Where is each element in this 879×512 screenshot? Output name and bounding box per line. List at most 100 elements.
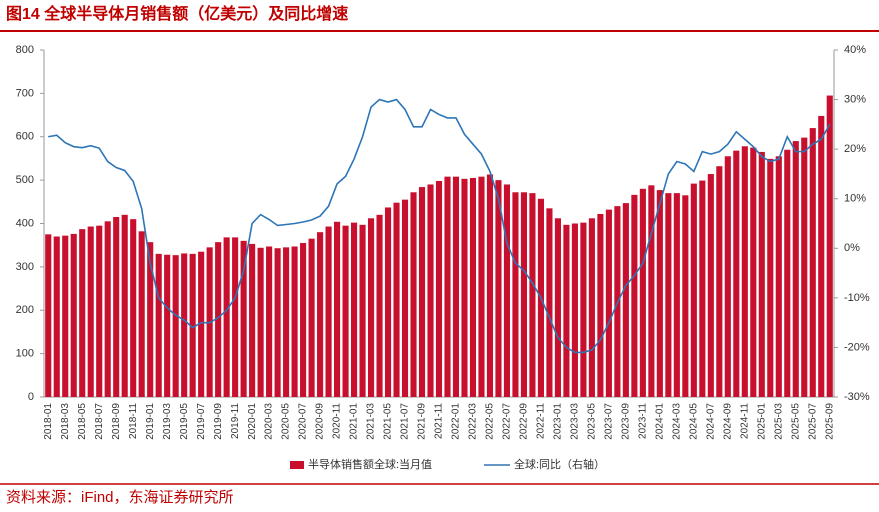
bar [758,151,765,397]
bar [376,214,383,397]
bar [113,216,120,397]
x-tick-label: 2018-11 [128,403,139,439]
bar [274,248,281,397]
x-tick-label: 2024-07 [705,403,716,440]
bar [198,251,205,397]
x-tick-label: 2024-05 [688,403,699,440]
x-tick-label: 2020-05 [281,403,292,440]
bar [673,193,680,397]
y-tick-label: 800 [16,44,34,56]
y-tick-label: 300 [16,261,34,273]
y2-tick-label: 20% [844,143,866,155]
x-tick-label: 2022-05 [485,403,496,440]
x-tick-label: 2021-03 [366,403,377,440]
bar [45,234,52,397]
legend-label: 全球:同比（右轴） [514,457,605,471]
bar [546,208,553,397]
bar [707,174,714,397]
bar [767,158,774,397]
legend-label: 半导体销售额全球:当月值 [308,457,432,471]
bar [418,187,426,397]
y-tick-label: 0 [28,391,34,403]
y-tick-label: 500 [16,174,34,186]
x-tick-label: 2019-01 [145,403,156,440]
x-tick-label: 2023-03 [570,403,581,440]
bar [164,254,171,397]
bar [283,247,290,397]
x-tick-label: 2019-07 [196,403,207,440]
bar [104,221,111,397]
x-tick-label: 2023-01 [553,403,564,440]
bar [452,176,460,397]
chart-title: 图14 全球半导体月销售额（亿美元）及同比增速 [6,4,348,23]
bar [410,192,417,397]
x-tick-label: 2025-05 [790,403,801,440]
x-tick-label: 2019-05 [179,403,190,440]
x-tick-label: 2024-09 [722,403,733,440]
bar [257,247,264,397]
bar [503,184,511,397]
x-tick-label: 2023-11 [638,403,649,439]
bar [300,243,307,397]
bar [478,176,485,397]
bar [147,242,154,397]
bar [495,180,502,397]
bar [342,225,349,397]
bar [775,156,782,397]
bar [563,224,570,397]
bar [291,246,298,397]
bar [792,141,799,397]
bar [62,235,69,397]
line [48,98,831,354]
bar [682,195,689,397]
x-tick-label: 2021-01 [349,403,360,440]
bar [427,184,434,397]
bar [334,221,341,397]
bar [529,193,536,397]
x-tick-label: 2019-09 [213,403,224,440]
x-tick-label: 2025-07 [807,403,818,440]
bar [130,219,137,397]
x-tick-label: 2022-07 [502,403,513,440]
x-tick-label: 2022-03 [468,403,479,440]
bar [809,128,816,397]
bar [605,209,612,397]
bar [401,199,409,397]
x-tick-label: 2025-01 [756,403,767,440]
bar [639,188,646,397]
x-tick-label: 2025-09 [824,403,835,440]
bar [393,202,400,397]
bar [588,218,595,397]
bar [801,137,808,397]
x-tick-label: 2022-01 [451,403,462,440]
legend-swatch [290,461,304,469]
bar [266,246,273,397]
bar [461,178,468,397]
bar [435,180,443,397]
bar [818,115,825,398]
bar [223,237,230,397]
bar [826,95,833,397]
bar [232,237,239,397]
bar [750,147,757,397]
bar [317,232,324,397]
x-tick-label: 2020-07 [298,403,309,440]
bar [444,176,451,397]
bar [631,194,638,397]
bar [597,213,604,397]
bar [359,224,366,397]
bar [741,146,748,397]
x-tick-label: 2020-11 [332,403,343,439]
bar [215,242,222,397]
bar [70,233,77,397]
bar [121,214,128,397]
bar [784,149,791,397]
bar [87,226,94,397]
bar [155,253,162,397]
bar [367,218,375,397]
bar [138,231,145,397]
y2-tick-label: 10% [844,193,866,205]
x-tick-label: 2021-11 [434,403,445,439]
x-tick-label: 2023-05 [587,403,598,440]
bar [172,255,179,397]
